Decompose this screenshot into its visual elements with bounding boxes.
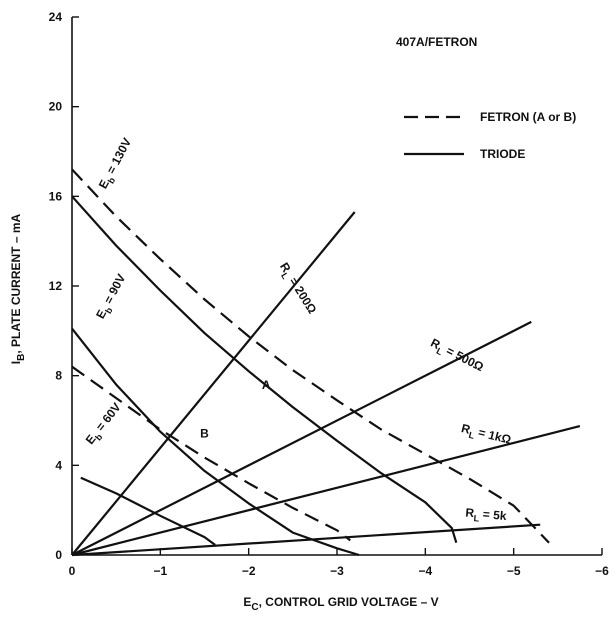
series-line-solid-2 — [71, 195, 458, 544]
y-tick-label: 8 — [55, 369, 62, 383]
annotation-label: A — [262, 378, 271, 392]
annotation-label: RL = 1kΩ — [459, 421, 513, 450]
annotation-label: RL = 200Ω — [274, 260, 319, 318]
x-tick-label: −6 — [595, 564, 609, 578]
y-tick-label: 4 — [55, 458, 62, 472]
y-axis-label: IB, PLATE CURRENT – mA — [9, 213, 27, 364]
x-tick-label: −5 — [507, 564, 521, 578]
y-tick-label: 16 — [49, 189, 63, 203]
x-axis-label: EC, CONTROL GRID VOLTAGE – V — [243, 595, 438, 613]
annotation-label: Eb = 90V — [93, 272, 131, 323]
annotation-label: Eb = 60V — [83, 400, 126, 449]
legend-label-fetron: FETRON (A or B) — [480, 110, 576, 124]
y-tick-label: 0 — [55, 548, 62, 562]
series-line-solid-6 — [71, 320, 532, 556]
ticks: 0 −1 −2 −3 −4 −5 −6 0 4 8 12 16 20 24 — [49, 10, 610, 578]
y-tick-label: 12 — [49, 279, 63, 293]
series-line-solid-3 — [71, 327, 360, 557]
x-tick-label: −4 — [418, 564, 432, 578]
legend: FETRON (A or B) TRIODE — [404, 110, 576, 161]
series-line-solid-4 — [80, 476, 216, 546]
x-tick-label: −2 — [242, 564, 256, 578]
chart-title: 407A/FETRON — [396, 35, 477, 49]
series-line-solid-5 — [71, 211, 356, 556]
x-tick-label: 0 — [69, 564, 76, 578]
series-group — [71, 168, 581, 557]
annotation-label: RL = 5k — [465, 505, 508, 526]
annotation-label: Eb = 130V — [96, 136, 137, 193]
axes — [71, 17, 602, 556]
series-line-solid-7 — [71, 425, 581, 557]
y-tick-label: 20 — [49, 100, 63, 114]
series-line-solid-8 — [71, 523, 541, 557]
series-line-dashed-1 — [71, 365, 351, 542]
x-tick-label: −3 — [330, 564, 344, 578]
legend-label-triode: TRIODE — [480, 147, 525, 161]
x-tick-label: −1 — [153, 564, 167, 578]
y-tick-label: 24 — [49, 10, 63, 24]
series-line-dashed-0 — [71, 168, 550, 544]
annotations: A B Eb = 130V Eb = 90V Eb = 60V RL = 200Ω RL =… — [83, 136, 513, 526]
annotation-label: B — [200, 426, 209, 440]
